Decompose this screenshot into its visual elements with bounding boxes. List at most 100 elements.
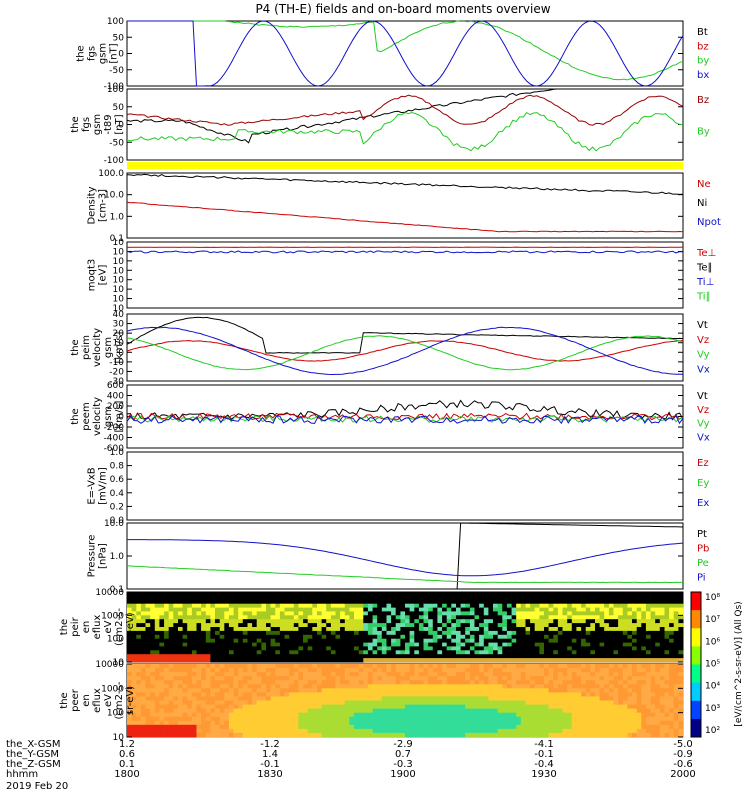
heatmap-cell [516,712,522,718]
heatmap-cell [645,732,651,738]
heatmap-cell [511,654,517,659]
heatmap-cell [247,603,253,608]
heatmap-cell [423,650,429,655]
heatmap-cell [520,732,526,738]
heatmap-cell [252,638,258,643]
heatmap-cell [650,724,656,730]
heatmap-cell [150,599,156,605]
heatmap-cell [548,658,554,663]
heatmap-cell [335,592,341,597]
heatmap-cell [502,646,508,651]
heatmap-cell [317,650,322,655]
heatmap-cell [442,650,448,655]
heatmap-cell [168,708,174,714]
heatmap-cell [136,595,142,601]
heatmap-cell [595,664,600,669]
heatmap-cell [270,619,276,624]
heatmap-cell [483,627,489,632]
heatmap-cell [386,599,392,605]
heatmap-cell [469,607,475,612]
heatmap-cell [604,592,610,597]
heatmap-cell [418,716,424,722]
heatmap-cell [428,696,434,701]
heatmap-cell [645,700,651,705]
heatmap-cell [571,664,577,669]
heatmap-cell [446,668,452,673]
heatmap-cell [604,676,610,681]
heatmap-cell [632,724,637,730]
heatmap-cell [349,650,355,655]
heatmap-cell [659,646,665,651]
heatmap-cell [474,592,480,597]
legend-entry: Pb [697,544,709,555]
heatmap-cell [400,611,406,616]
heatmap-cell [428,623,434,628]
heatmap-cell [196,724,202,730]
heatmap-cell [196,708,202,714]
heatmap-cell [418,708,424,714]
heatmap-cell [205,732,211,738]
heatmap-cell [544,611,549,616]
heatmap-cell [136,724,142,730]
heatmap-cell [275,720,281,726]
heatmap-cell [340,704,346,710]
heatmap-cell [201,658,207,663]
heatmap-cell [187,595,193,601]
heatmap-cell [544,732,549,738]
colorbar-label: [eV/(cm^2-s-sr-eV)] (All Qs) [734,601,744,726]
heatmap-cell [381,638,387,643]
heatmap-cell [358,684,364,689]
heatmap-cell [330,607,336,612]
heatmap-cell [326,595,332,601]
heatmap-cell [502,680,508,685]
heatmap-cell [298,692,304,697]
y-tick-label: 10 [113,658,125,668]
heatmap-cell [140,732,146,738]
heatmap-cell [599,611,605,616]
heatmap-cell [553,664,559,669]
heatmap-cell [159,627,165,632]
heatmap-cell [571,728,577,734]
heatmap-cell [247,700,253,705]
heatmap-cell [275,638,281,643]
heatmap-cell [641,599,647,605]
heatmap-cell [307,696,313,701]
heatmap-cell [437,712,443,718]
heatmap-cell [196,650,202,655]
heatmap-cell [622,716,628,722]
heatmap-cell [187,704,193,710]
heatmap-cell [150,646,156,651]
heatmap-cell [636,603,642,608]
heatmap-cell [428,658,434,663]
series-trace [126,326,684,376]
heatmap-cell [400,688,406,693]
heatmap-cell [330,688,336,693]
heatmap-cell [618,615,624,620]
heatmap-cell [409,728,415,734]
heatmap-cell [279,676,285,681]
heatmap-cell [414,658,420,663]
heatmap-cell [242,595,248,601]
heatmap-cell [414,688,420,693]
heatmap-cell [571,692,577,697]
heatmap-cell [599,672,605,677]
y-axis-label: gsm [98,43,109,64]
heatmap-cell [659,728,665,734]
heatmap-cell [261,672,267,677]
heatmap-cell [233,595,239,601]
heatmap-cell [442,630,448,636]
heatmap-cell [567,664,573,669]
heatmap-cell [377,654,383,659]
heatmap-cell [539,708,545,714]
heatmap-cell [502,704,508,710]
heatmap-cell [571,684,577,689]
heatmap-cell [595,692,600,697]
heatmap-cell [279,716,285,722]
heatmap-cell [460,664,466,669]
heatmap-cell [372,708,378,714]
heatmap-cell [131,700,137,705]
heatmap-cell [442,680,448,685]
heatmap-cell [131,716,137,722]
heatmap-cell [321,668,327,673]
heatmap-cell [627,712,633,718]
